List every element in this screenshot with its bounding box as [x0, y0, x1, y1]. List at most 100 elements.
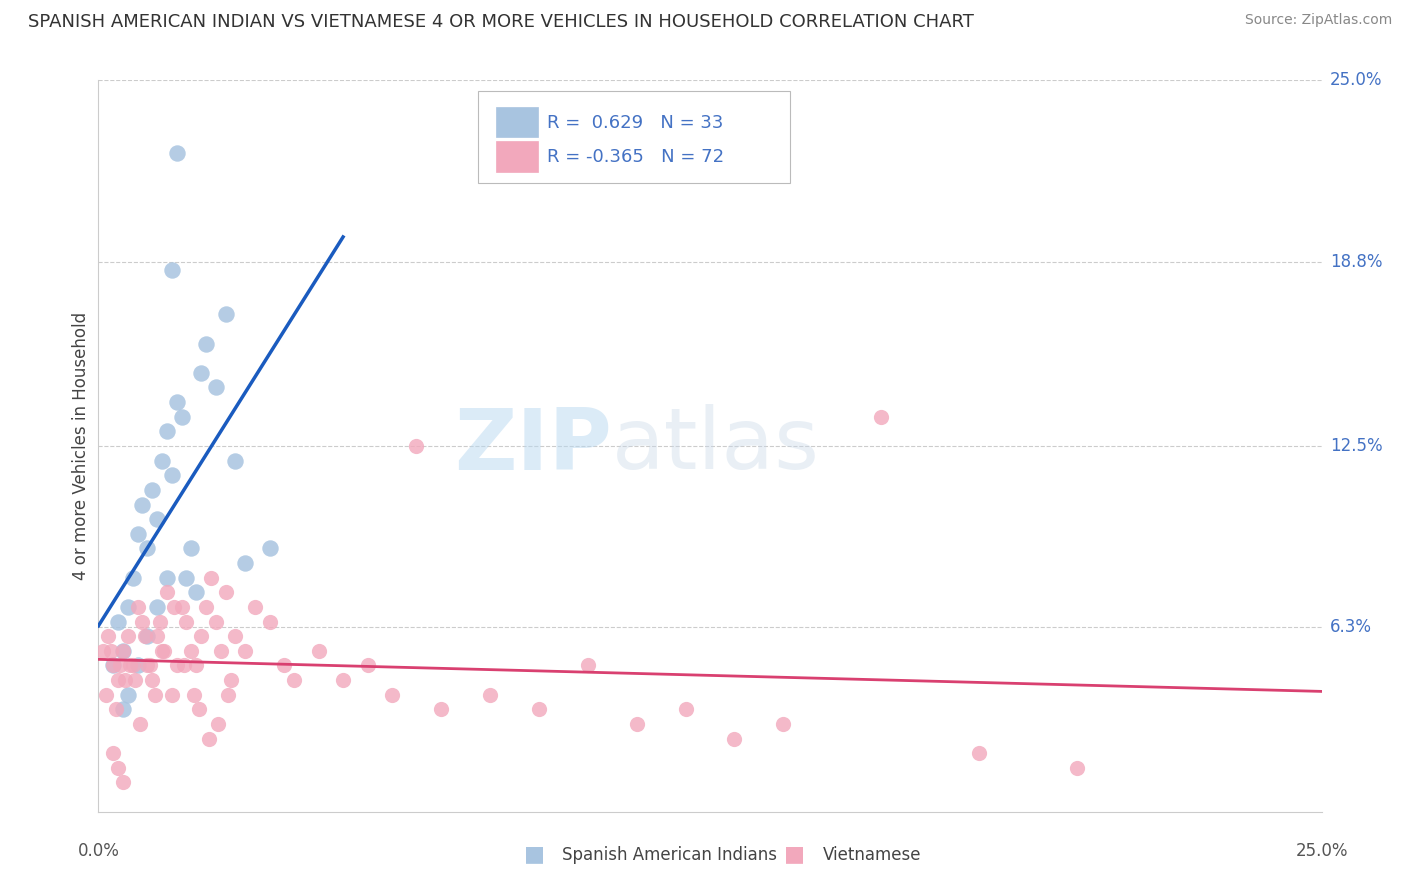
Point	[136, 629, 159, 643]
Point	[127, 658, 149, 673]
Point	[111, 644, 134, 658]
FancyBboxPatch shape	[478, 91, 790, 183]
Text: Vietnamese: Vietnamese	[823, 846, 921, 863]
Text: ZIP: ZIP	[454, 404, 612, 488]
Point	[156, 585, 179, 599]
Point	[166, 146, 188, 161]
Point	[214, 585, 236, 599]
Point	[166, 658, 188, 673]
Text: atlas: atlas	[612, 404, 820, 488]
Point	[186, 585, 208, 599]
Point	[107, 673, 129, 687]
Point	[156, 571, 179, 585]
Point	[97, 629, 120, 643]
Point	[405, 439, 427, 453]
Point	[121, 658, 143, 673]
Point	[146, 512, 169, 526]
Point	[111, 644, 134, 658]
Point	[195, 336, 218, 351]
Point	[259, 615, 281, 629]
Point	[141, 673, 163, 687]
Point	[224, 629, 246, 643]
Point	[576, 658, 599, 673]
Point	[283, 673, 305, 687]
Point	[332, 673, 354, 687]
Point	[195, 599, 218, 614]
Point	[870, 409, 893, 424]
Point	[180, 644, 202, 658]
Point	[107, 761, 129, 775]
Point	[110, 658, 132, 673]
Point	[146, 599, 169, 614]
Point	[173, 658, 195, 673]
Point	[141, 483, 163, 497]
Point	[150, 453, 173, 467]
Point	[134, 629, 156, 643]
Point	[197, 731, 219, 746]
Point	[273, 658, 295, 673]
Point	[200, 571, 222, 585]
Point	[183, 688, 205, 702]
Text: 25.0%: 25.0%	[1295, 842, 1348, 860]
Point	[308, 644, 330, 658]
Text: 6.3%: 6.3%	[1330, 618, 1372, 636]
Point	[967, 746, 990, 760]
Point	[243, 599, 266, 614]
Point	[430, 702, 453, 716]
Point	[224, 453, 246, 467]
Point	[772, 717, 794, 731]
Point	[91, 644, 114, 658]
Point	[101, 658, 124, 673]
Point	[160, 468, 183, 483]
FancyBboxPatch shape	[496, 141, 537, 171]
Text: R = -0.365   N = 72: R = -0.365 N = 72	[547, 148, 724, 166]
Text: 12.5%: 12.5%	[1330, 437, 1382, 455]
Text: 18.8%: 18.8%	[1330, 252, 1382, 270]
Point	[131, 498, 153, 512]
Point	[127, 526, 149, 541]
Point	[214, 307, 236, 321]
Point	[723, 731, 745, 746]
Point	[101, 658, 124, 673]
Point	[478, 688, 501, 702]
Point	[381, 688, 404, 702]
Text: SPANISH AMERICAN INDIAN VS VIETNAMESE 4 OR MORE VEHICLES IN HOUSEHOLD CORRELATIO: SPANISH AMERICAN INDIAN VS VIETNAMESE 4 …	[28, 13, 974, 31]
Point	[129, 717, 152, 731]
Point	[150, 644, 173, 658]
Point	[1066, 761, 1088, 775]
Point	[170, 599, 193, 614]
Point	[136, 541, 159, 556]
Text: ■: ■	[524, 845, 544, 864]
Point	[117, 629, 139, 643]
Point	[217, 688, 239, 702]
Point	[186, 658, 208, 673]
Point	[136, 658, 159, 673]
Point	[163, 599, 186, 614]
Point	[190, 629, 212, 643]
Text: 0.0%: 0.0%	[77, 842, 120, 860]
Text: R =  0.629   N = 33: R = 0.629 N = 33	[547, 113, 724, 132]
Point	[100, 644, 122, 658]
Text: ■: ■	[785, 845, 804, 864]
Point	[160, 263, 183, 277]
Point	[176, 615, 198, 629]
Point	[107, 615, 129, 629]
Point	[160, 688, 183, 702]
Point	[176, 571, 198, 585]
Text: Spanish American Indians: Spanish American Indians	[562, 846, 778, 863]
Point	[104, 702, 127, 716]
Point	[527, 702, 550, 716]
Point	[180, 541, 202, 556]
Point	[356, 658, 378, 673]
Point	[143, 688, 166, 702]
Point	[626, 717, 648, 731]
Point	[101, 746, 124, 760]
Point	[207, 717, 229, 731]
Point	[675, 702, 697, 716]
Point	[111, 775, 134, 789]
Point	[131, 615, 153, 629]
Point	[190, 366, 212, 380]
Text: 25.0%: 25.0%	[1330, 71, 1382, 89]
Point	[139, 658, 162, 673]
Point	[170, 409, 193, 424]
